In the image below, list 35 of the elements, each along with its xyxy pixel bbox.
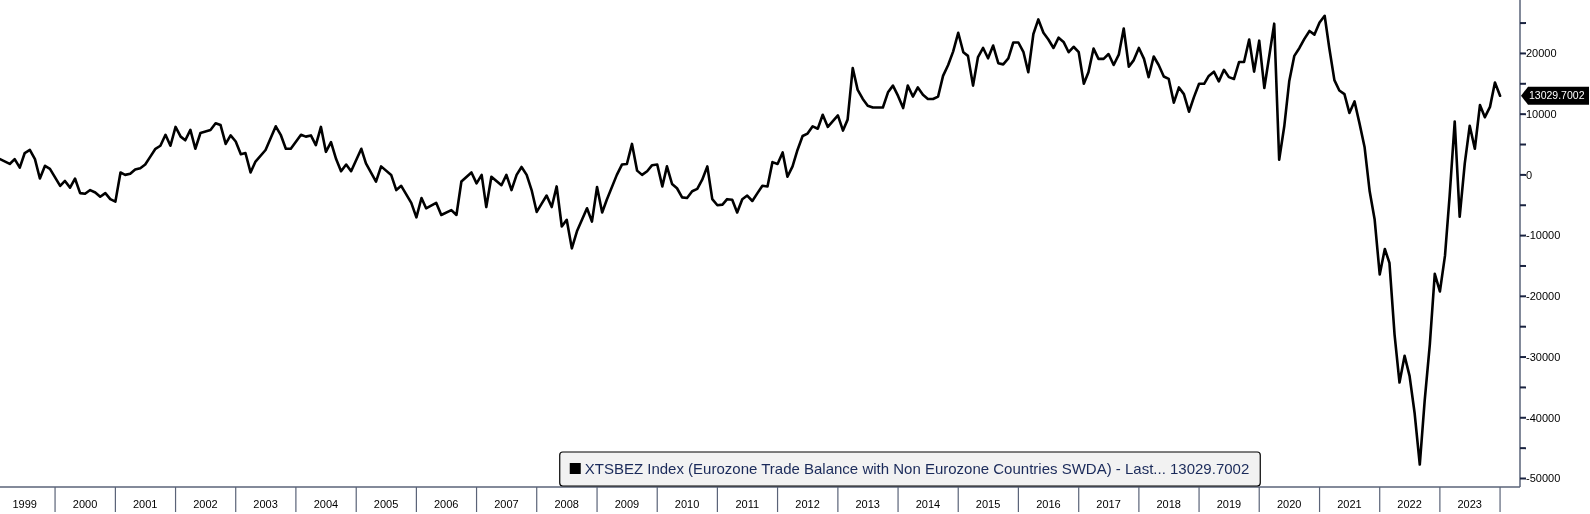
y-tick-label: -10000 [1526,229,1561,242]
y-tick-label: 10000 [1526,108,1557,121]
x-tick-label: 2002 [193,498,218,510]
x-tick-label: 2004 [313,498,339,510]
x-tick-label: 2019 [1216,498,1242,510]
x-tick-label: 2016 [1036,498,1061,510]
x-tick-label: 2022 [1397,498,1422,510]
x-tick-label: 2001 [132,498,158,510]
y-tick-label: 0 [1526,168,1533,181]
x-tick-label: 2020 [1276,498,1302,510]
y-tick-label: -20000 [1526,290,1561,303]
x-tick-label: 2014 [915,498,941,510]
y-tick-label: -40000 [1526,411,1561,424]
x-tick-label: 2006 [433,498,459,510]
x-tick-label: 2011 [735,498,760,510]
x-tick-label: 2003 [253,498,278,510]
y-tick-label: -50000 [1526,472,1561,485]
x-tick-label: 2007 [494,498,519,510]
x-tick-label: 2012 [795,498,820,510]
y-tick-label: -30000 [1526,350,1561,363]
x-tick-label: 2008 [554,498,579,510]
text: 13029.7002 [1529,89,1585,102]
x-tick-label: 2017 [1096,498,1121,510]
x-tick-label: 2005 [373,498,399,510]
x-tick-label: 2010 [674,498,700,510]
x-tick-label: 2013 [855,498,880,510]
x-tick-label: 2018 [1156,498,1181,510]
x-tick-label: 2021 [1337,498,1362,510]
x-tick-label: 2023 [1457,498,1482,510]
x-tick-label: 2009 [614,498,640,510]
x-tick-label: 1999 [12,498,37,510]
x-tick-label: 2015 [975,498,1001,510]
x-tick-label: 2000 [72,498,98,510]
legend-label: XTSBEZ Index (Eurozone Trade Balance with Non Eurozone Countries SWDA) - Last... 13029.7002 [584,460,1250,478]
y-tick-label: 20000 [1526,47,1557,60]
